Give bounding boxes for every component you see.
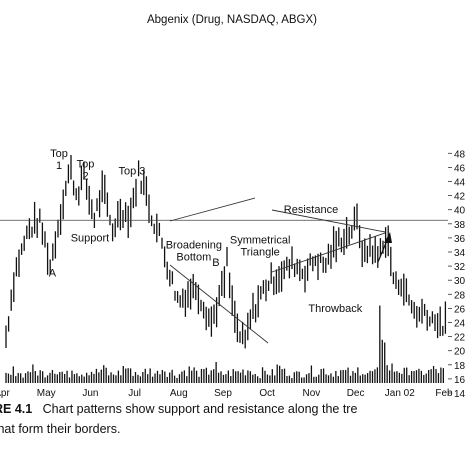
annotation-label: Throwback	[308, 303, 362, 315]
broadening-upper-line	[169, 197, 256, 222]
pattern-lines	[169, 197, 392, 344]
annotation-label: Top	[50, 148, 68, 160]
x-tick-label: Nov	[303, 388, 321, 399]
x-tick-label: Feb	[435, 388, 453, 399]
chart-title: Abgenix (Drug, NASDAQ, ABGX)	[147, 14, 317, 26]
annotation-label: B	[212, 257, 219, 269]
x-tick-label: Jan 02	[385, 388, 415, 399]
y-tick-label: 18	[454, 361, 466, 372]
x-tick-label: Jun	[82, 388, 98, 399]
x-axis-ticks: Apr May Jun Jul Aug Sep Oct Nov Dec Jan 02 Feb	[0, 388, 453, 399]
x-tick-label: Apr	[0, 388, 10, 399]
broadening-lower-line	[169, 264, 269, 344]
annotation-label: Broadening	[166, 239, 222, 251]
y-tick-label: 38	[454, 220, 466, 231]
y-tick-label: 14	[454, 389, 466, 400]
annotation-label-line2: 1	[56, 160, 62, 172]
y-tick-label: 20	[454, 347, 466, 358]
y-tick-label: 16	[454, 375, 466, 386]
caption-line-2: that form their borders.	[0, 422, 120, 436]
x-tick-label: Jul	[128, 388, 141, 399]
y-tick-label: 22	[454, 333, 466, 344]
figure-caption: RE 4.1 Chart patterns show support and r…	[0, 400, 472, 472]
y-tick-label: 26	[454, 304, 466, 315]
caption-line-1: RE 4.1 Chart patterns show support and r…	[0, 402, 357, 416]
annotation-label: Resistance	[284, 204, 338, 216]
x-tick-label: Dec	[347, 388, 365, 399]
annotation-label-line2: 2	[82, 170, 88, 182]
y-tick-label: 28	[454, 290, 466, 301]
y-tick-label: 42	[454, 192, 466, 203]
figure-number: RE 4.1	[0, 402, 33, 416]
annotation-label: A	[49, 268, 57, 280]
y-tick-label: 40	[454, 206, 466, 217]
x-tick-label: Sep	[214, 388, 232, 399]
triangle-lower-line	[271, 232, 386, 273]
y-axis-ticks: 14 16 18 20 22 24 26 28 30 32 34 36 38 40 42 44 46 48	[448, 149, 466, 400]
annotation-label: Top 3	[119, 165, 146, 177]
y-tick-label: 30	[454, 276, 466, 287]
x-tick-label: Aug	[170, 388, 188, 399]
annotation-label: Symmetrical	[230, 235, 291, 247]
y-tick-label: 32	[454, 262, 466, 273]
caption-text-1: Chart patterns show support and resistan…	[42, 402, 358, 416]
x-tick-label: Oct	[259, 388, 275, 399]
y-tick-label: 48	[454, 149, 466, 160]
annotation-label: Support	[71, 232, 110, 244]
y-tick-label: 44	[454, 178, 466, 189]
y-tick-label: 34	[454, 248, 466, 259]
triangle-upper-line	[271, 209, 386, 233]
caption-text-2: that form their borders.	[0, 422, 121, 436]
annotation-label-line2: Triangle	[240, 247, 279, 259]
y-tick-label: 24	[454, 319, 466, 330]
y-tick-label: 46	[454, 163, 466, 174]
annotation-label-line2: Bottom	[176, 251, 211, 263]
y-tick-label: 36	[454, 234, 466, 245]
annotation-label: Top	[77, 158, 95, 170]
volume-bars	[5, 305, 444, 383]
x-tick-label: May	[37, 388, 56, 399]
throwback-arrowhead	[384, 232, 392, 243]
